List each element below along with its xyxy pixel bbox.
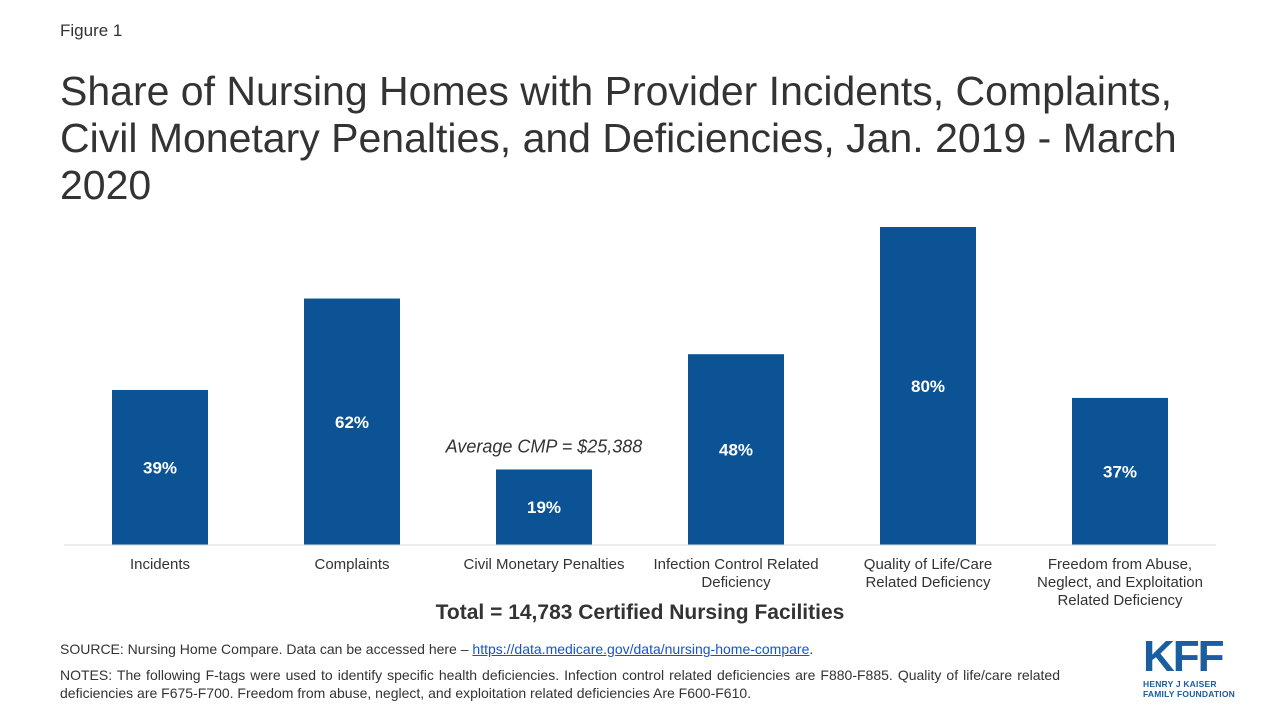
source-link[interactable]: https://data.medicare.gov/data/nursing-h… xyxy=(472,641,810,657)
bar-value-label-0: 39% xyxy=(143,458,177,477)
bar-0 xyxy=(112,389,208,545)
figure-label: Figure 1 xyxy=(60,21,123,40)
bar-value-label-2: 19% xyxy=(527,498,561,517)
source-suffix: . xyxy=(809,641,814,657)
category-label-5-0: Freedom from Abuse, xyxy=(1048,556,1192,573)
x-axis-total-label: Total = 14,783 Certified Nursing Facilit… xyxy=(435,601,845,624)
category-label-0-0: Incidents xyxy=(130,556,190,573)
bar-2 xyxy=(496,469,592,545)
source-note: SOURCE: Nursing Home Compare. Data can b… xyxy=(60,641,813,657)
category-label-1-0: Complaints xyxy=(314,556,389,573)
logo-line-2: FAMILY FOUNDATION xyxy=(1143,689,1236,699)
kff-logo: KFF HENRY J KAISER FAMILY FOUNDATION xyxy=(1143,632,1243,700)
bar-3 xyxy=(688,354,784,545)
bar-value-label-1: 62% xyxy=(335,413,369,432)
bar-value-label-5: 37% xyxy=(1103,462,1137,481)
annotation-label: Average CMP = $25,388 xyxy=(445,436,643,456)
chart-title: Share of Nursing Homes with Provider Inc… xyxy=(60,68,1177,208)
category-label-5-1: Neglect, and Exploitation xyxy=(1037,574,1203,591)
category-label-2-0: Civil Monetary Penalties xyxy=(464,556,625,573)
category-label-5-2: Related Deficiency xyxy=(1057,592,1183,609)
source-prefix: SOURCE: Nursing Home Compare. Data can b… xyxy=(60,641,473,657)
bar-value-label-3: 48% xyxy=(719,441,753,460)
category-label-3-1: Deficiency xyxy=(701,574,771,591)
notes: NOTES: The following F-tags were used to… xyxy=(60,667,1060,701)
bar-4 xyxy=(880,227,976,545)
bar-value-label-4: 80% xyxy=(911,377,945,396)
category-label-4-0: Quality of Life/Care xyxy=(864,556,992,573)
category-label-3-0: Infection Control Related xyxy=(653,556,818,573)
category-label-4-1: Related Deficiency xyxy=(865,574,991,591)
logo-line-1: HENRY J KAISER xyxy=(1143,679,1217,689)
bar-5 xyxy=(1072,397,1168,545)
logo-mark: KFF xyxy=(1143,632,1225,681)
bar-1 xyxy=(304,298,400,545)
